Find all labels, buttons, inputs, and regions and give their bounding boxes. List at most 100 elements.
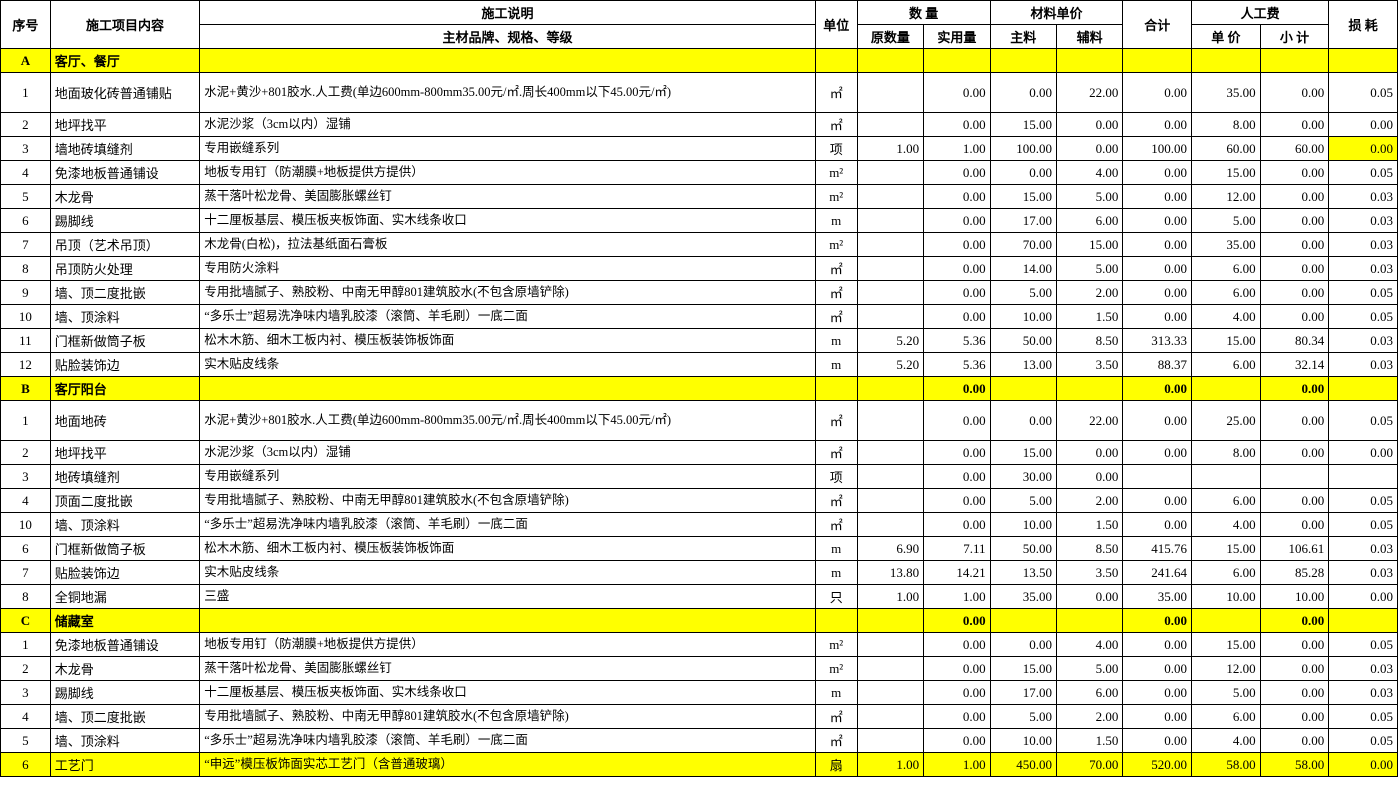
cell-unit: 扇 — [815, 753, 857, 777]
col-loss: 损 耗 — [1329, 1, 1398, 49]
table-row: 7贴脸装饰边实木贴皮线条m13.8014.2113.503.50241.646.… — [1, 561, 1398, 585]
section-name: 客厅阳台 — [50, 377, 199, 401]
col-price-main: 主料 — [990, 25, 1056, 49]
col-price-aux: 辅料 — [1056, 25, 1122, 49]
cell-unit: 项 — [815, 465, 857, 489]
cell-seq: 5 — [1, 185, 51, 209]
cell-item: 顶面二度批嵌 — [50, 489, 199, 513]
cell-desc: 十二厘板基层、模压板夹板饰面、实木线条收口 — [200, 209, 815, 233]
col-qty-used: 实用量 — [924, 25, 990, 49]
table-row: 2地坪找平水泥沙浆（3cm以内）湿铺㎡0.0015.000.000.008.00… — [1, 113, 1398, 137]
cell-seq: 10 — [1, 513, 51, 537]
cell-unit: ㎡ — [815, 401, 857, 441]
cell-unit: ㎡ — [815, 489, 857, 513]
cell-desc: “多乐士”超易洗净味内墙乳胶漆（滚筒、羊毛刷）一底二面 — [200, 305, 815, 329]
col-labor-sub: 小 计 — [1260, 25, 1329, 49]
cell-seq: 3 — [1, 681, 51, 705]
table-row: 1地面地砖水泥+黄沙+801胶水.人工费(单边600mm-800mm35.00元… — [1, 401, 1398, 441]
table-row: 4顶面二度批嵌专用批墙腻子、熟胶粉、中南无甲醇801建筑胶水(不包含原墙铲除)㎡… — [1, 489, 1398, 513]
cell-item: 地砖填缝剂 — [50, 465, 199, 489]
cell-seq: 10 — [1, 305, 51, 329]
cell-item: 踢脚线 — [50, 681, 199, 705]
cell-unit: m — [815, 353, 857, 377]
table-row: 4免漆地板普通铺设地板专用钉（防潮膜+地板提供方提供）m²0.000.004.0… — [1, 161, 1398, 185]
cell-seq: 9 — [1, 281, 51, 305]
cell-desc: 松木木筋、细木工板内衬、模压板装饰板饰面 — [200, 329, 815, 353]
table-row: 10墙、顶涂料“多乐士”超易洗净味内墙乳胶漆（滚筒、羊毛刷）一底二面㎡0.001… — [1, 305, 1398, 329]
cell-item: 工艺门 — [50, 753, 199, 777]
section-row: C储藏室0.000.000.00 — [1, 609, 1398, 633]
cell-desc: “多乐士”超易洗净味内墙乳胶漆（滚筒、羊毛刷）一底二面 — [200, 729, 815, 753]
cell-unit: ㎡ — [815, 73, 857, 113]
cell-item: 吊顶（艺术吊顶） — [50, 233, 199, 257]
col-desc-sub: 主材品牌、规格、等级 — [200, 25, 815, 49]
cell-unit: 只 — [815, 585, 857, 609]
cell-unit: 项 — [815, 137, 857, 161]
cell-seq: 1 — [1, 633, 51, 657]
col-item: 施工项目内容 — [50, 1, 199, 49]
cell-unit: m — [815, 681, 857, 705]
table-row: 8吊顶防火处理专用防火涂料㎡0.0014.005.000.006.000.000… — [1, 257, 1398, 281]
cell-unit: m² — [815, 233, 857, 257]
cell-desc: 专用批墙腻子、熟胶粉、中南无甲醇801建筑胶水(不包含原墙铲除) — [200, 281, 815, 305]
cell-desc: “多乐士”超易洗净味内墙乳胶漆（滚筒、羊毛刷）一底二面 — [200, 513, 815, 537]
cell-seq: 3 — [1, 137, 51, 161]
table-row: 3踢脚线十二厘板基层、模压板夹板饰面、实木线条收口m0.0017.006.000… — [1, 681, 1398, 705]
col-labor-group: 人工费 — [1192, 1, 1329, 25]
cell-item: 墙地砖填缝剂 — [50, 137, 199, 161]
cell-item: 地坪找平 — [50, 441, 199, 465]
cell-unit: ㎡ — [815, 257, 857, 281]
table-header: 序号 施工项目内容 施工说明 单位 数 量 材料单价 合计 人工费 损 耗 主材… — [1, 1, 1398, 49]
col-seq: 序号 — [1, 1, 51, 49]
cell-seq: 12 — [1, 353, 51, 377]
cell-seq: 6 — [1, 209, 51, 233]
table-row: 1免漆地板普通铺设地板专用钉（防潮膜+地板提供方提供）m²0.000.004.0… — [1, 633, 1398, 657]
col-labor-unit: 单 价 — [1192, 25, 1261, 49]
cell-item: 地坪找平 — [50, 113, 199, 137]
cell-desc: “申远”模压板饰面实芯工艺门（含普通玻璃） — [200, 753, 815, 777]
table-row: 1地面玻化砖普通铺贴水泥+黄沙+801胶水.人工费(单边600mm-800mm3… — [1, 73, 1398, 113]
cell-desc: 水泥沙浆（3cm以内）湿铺 — [200, 113, 815, 137]
cell-desc: 木龙骨(白松)，拉法基纸面石膏板 — [200, 233, 815, 257]
table-row: 8全铜地漏三盛只1.001.0035.000.0035.0010.0010.00… — [1, 585, 1398, 609]
cell-desc: 蒸干落叶松龙骨、美固膨胀螺丝钉 — [200, 185, 815, 209]
table-row: 9墙、顶二度批嵌专用批墙腻子、熟胶粉、中南无甲醇801建筑胶水(不包含原墙铲除)… — [1, 281, 1398, 305]
cell-unit: m — [815, 537, 857, 561]
cell-desc: 蒸干落叶松龙骨、美固膨胀螺丝钉 — [200, 657, 815, 681]
cell-desc: 水泥+黄沙+801胶水.人工费(单边600mm-800mm35.00元/㎡.周长… — [200, 73, 815, 113]
cell-seq: 4 — [1, 161, 51, 185]
table-row: 11门框新做筒子板松木木筋、细木工板内衬、模压板装饰板饰面m5.205.3650… — [1, 329, 1398, 353]
cell-seq: 6 — [1, 753, 51, 777]
cell-seq: 7 — [1, 233, 51, 257]
cell-desc: 实木贴皮线条 — [200, 353, 815, 377]
cell-unit: m — [815, 329, 857, 353]
cell-seq: 8 — [1, 585, 51, 609]
cell-item: 踢脚线 — [50, 209, 199, 233]
cell-item: 墙、顶二度批嵌 — [50, 281, 199, 305]
section-code: A — [1, 49, 51, 73]
cell-desc: 十二厘板基层、模压板夹板饰面、实木线条收口 — [200, 681, 815, 705]
cell-item: 地面地砖 — [50, 401, 199, 441]
section-row: B客厅阳台0.000.000.00 — [1, 377, 1398, 401]
cell-seq: 2 — [1, 113, 51, 137]
cell-seq: 1 — [1, 73, 51, 113]
cell-desc: 专用批墙腻子、熟胶粉、中南无甲醇801建筑胶水(不包含原墙铲除) — [200, 705, 815, 729]
cell-desc: 专用嵌缝系列 — [200, 465, 815, 489]
cell-unit: m² — [815, 657, 857, 681]
cell-seq: 8 — [1, 257, 51, 281]
cell-unit: m² — [815, 185, 857, 209]
cell-item: 木龙骨 — [50, 657, 199, 681]
cell-seq: 1 — [1, 401, 51, 441]
cell-item: 墙、顶二度批嵌 — [50, 705, 199, 729]
col-unit: 单位 — [815, 1, 857, 49]
cell-seq: 4 — [1, 705, 51, 729]
col-qty-group: 数 量 — [857, 1, 990, 25]
cell-item: 地面玻化砖普通铺贴 — [50, 73, 199, 113]
cell-unit: ㎡ — [815, 305, 857, 329]
cell-unit: ㎡ — [815, 441, 857, 465]
cell-item: 墙、顶涂料 — [50, 305, 199, 329]
cell-desc: 专用嵌缝系列 — [200, 137, 815, 161]
cell-desc: 实木贴皮线条 — [200, 561, 815, 585]
table-row: 4墙、顶二度批嵌专用批墙腻子、熟胶粉、中南无甲醇801建筑胶水(不包含原墙铲除)… — [1, 705, 1398, 729]
cell-seq: 4 — [1, 489, 51, 513]
